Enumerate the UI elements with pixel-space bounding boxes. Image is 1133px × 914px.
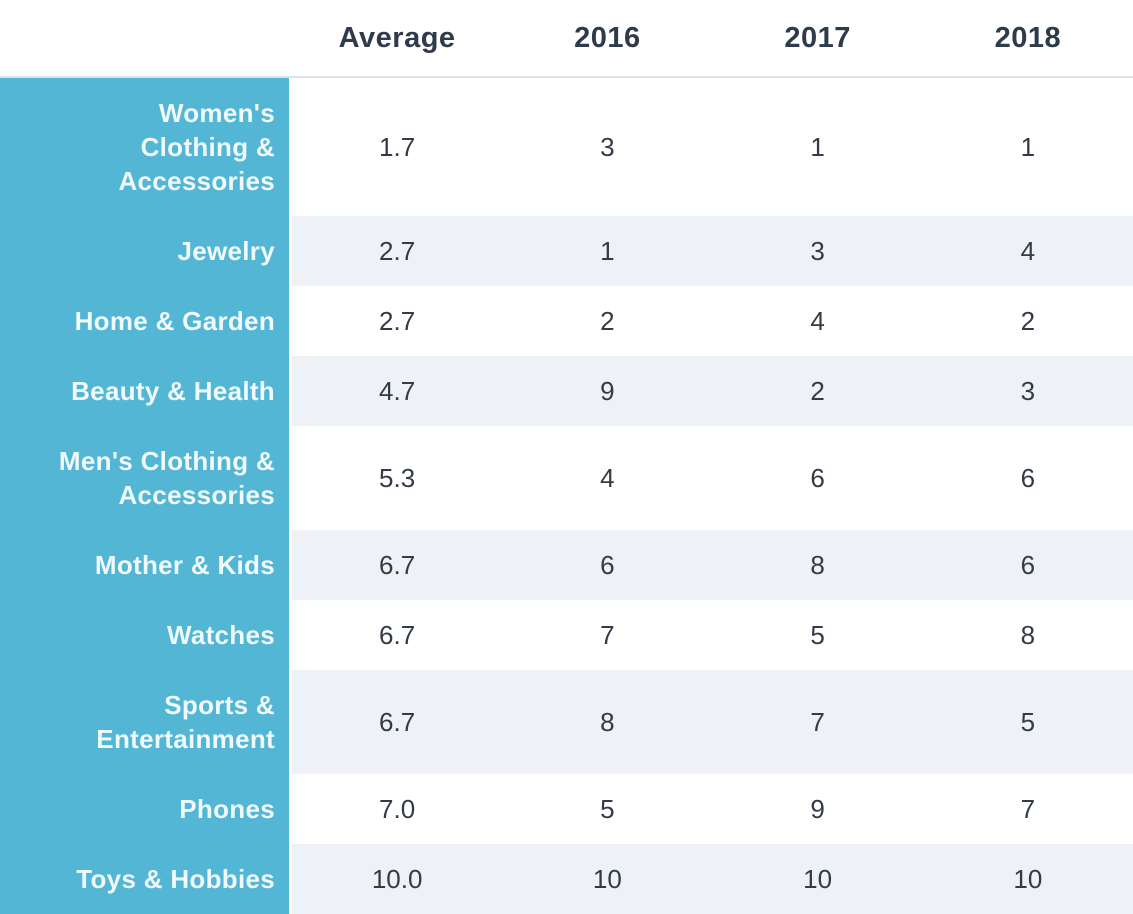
- table-header: Average 2016 2017 2018: [0, 0, 1133, 78]
- cell-2018: 10: [922, 844, 1133, 914]
- row-label-cell: Beauty & Health: [0, 356, 292, 426]
- row-label: Jewelry: [177, 236, 275, 266]
- table-body: Women's Clothing & Accessories 1.7 3 1 1 Jewe…: [0, 78, 1133, 914]
- cell-average: 1.7: [379, 131, 416, 162]
- cell-2016: 5: [600, 793, 615, 824]
- cell-average: 4.7: [292, 356, 503, 426]
- cell-2016: 4: [600, 462, 615, 493]
- cell-2016: 10: [502, 844, 713, 914]
- cell-2016: 6: [502, 530, 713, 600]
- cell-2017: 6: [810, 462, 825, 493]
- row-label: Watches: [166, 620, 275, 650]
- table-row: Men's Clothing & Accessories 5.3 4 6 6: [0, 426, 1133, 530]
- row-label: Sports & Entertainment: [96, 690, 275, 754]
- table-row: Mother & Kids 6.7 6 8 6: [0, 530, 1133, 600]
- cell-average: 2.7: [379, 305, 416, 336]
- row-label: Mother & Kids: [94, 550, 275, 580]
- table-row: Jewelry 2.7 1 3 4: [0, 216, 1133, 286]
- table-row: Women's Clothing & Accessories 1.7 3 1 1: [0, 78, 1133, 216]
- cell-2018: 4: [922, 216, 1133, 286]
- cell-2018: 8: [1020, 619, 1036, 650]
- cell-2018: 2: [1020, 305, 1036, 336]
- table-row: Phones 7.0 5 9 7: [0, 774, 1133, 844]
- row-label: Phones: [179, 794, 275, 824]
- row-label-cell: Home & Garden: [0, 286, 292, 356]
- table-row: Beauty & Health 4.7 9 2 3: [0, 356, 1133, 426]
- cell-2018: 3: [922, 356, 1133, 426]
- row-label: Home & Garden: [74, 306, 275, 336]
- row-label-cell: Jewelry: [0, 216, 292, 286]
- cell-2018: 6: [922, 530, 1133, 600]
- row-label-cell: Women's Clothing & Accessories: [0, 78, 292, 216]
- table-row: Watches 6.7 7 5 8: [0, 600, 1133, 670]
- row-label: Women's Clothing & Accessories: [118, 98, 275, 196]
- cell-2017: 3: [712, 216, 923, 286]
- cell-2016: 7: [600, 619, 615, 650]
- row-label-cell: Toys & Hobbies: [0, 844, 292, 914]
- cell-2017: 10: [712, 844, 923, 914]
- cell-average: 10.0: [292, 844, 503, 914]
- cell-2016: 3: [600, 131, 615, 162]
- row-label-cell: Sports & Entertainment: [0, 670, 292, 774]
- cell-2017: 7: [712, 670, 923, 774]
- cell-2018: 1: [1020, 131, 1036, 162]
- row-label-cell: Mother & Kids: [0, 530, 292, 600]
- column-header-2016: 2016: [574, 21, 641, 54]
- table-row: Home & Garden 2.7 2 4 2: [0, 286, 1133, 356]
- cell-2018: 5: [922, 670, 1133, 774]
- cell-average: 2.7: [292, 216, 503, 286]
- row-label-cell: Phones: [0, 774, 292, 844]
- cell-2017: 9: [810, 793, 825, 824]
- row-label: Men's Clothing & Accessories: [58, 446, 275, 510]
- cell-2018: 7: [1020, 793, 1036, 824]
- row-label-cell: Men's Clothing & Accessories: [0, 426, 292, 530]
- row-label: Toys & Hobbies: [76, 864, 275, 894]
- cell-average: 6.7: [379, 619, 416, 650]
- cell-average: 5.3: [379, 462, 416, 493]
- table-row: Toys & Hobbies 10.0 10 10 10: [0, 844, 1133, 914]
- cell-2016: 8: [502, 670, 713, 774]
- cell-2016: 9: [502, 356, 713, 426]
- cell-2017: 2: [712, 356, 923, 426]
- table-row: Sports & Entertainment 6.7 8 7 5: [0, 670, 1133, 774]
- cell-2016: 2: [600, 305, 615, 336]
- column-header-2018: 2018: [994, 21, 1062, 54]
- cell-2016: 1: [502, 216, 713, 286]
- column-header-average: Average: [338, 21, 456, 54]
- cell-average: 7.0: [379, 793, 416, 824]
- cell-average: 6.7: [292, 530, 503, 600]
- cell-2017: 5: [810, 619, 825, 650]
- cell-2017: 8: [712, 530, 923, 600]
- row-label: Beauty & Health: [71, 376, 275, 406]
- column-header-2017: 2017: [784, 21, 851, 54]
- cell-average: 6.7: [292, 670, 503, 774]
- row-label-cell: Watches: [0, 600, 292, 670]
- cell-2017: 4: [810, 305, 825, 336]
- cell-2017: 1: [810, 131, 825, 162]
- cell-2018: 6: [1020, 462, 1036, 493]
